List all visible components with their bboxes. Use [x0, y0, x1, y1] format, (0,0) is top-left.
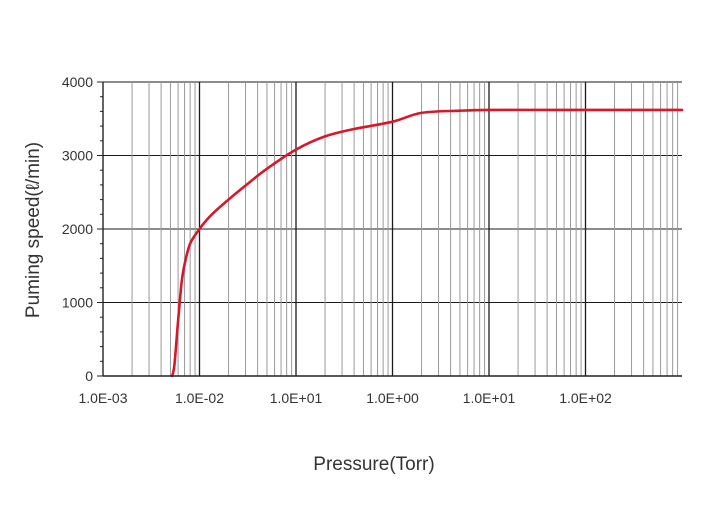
y-tick-label: 1000: [62, 295, 93, 311]
x-tick-label: 1.0E+02: [559, 390, 612, 406]
y-tick-label: 3000: [62, 148, 93, 164]
x-axis-label: Pressure(Torr): [313, 454, 434, 475]
y-axis-label: Puming speed(ℓ/min): [23, 142, 44, 318]
grid-lines: [103, 81, 682, 376]
y-tick-labels: 0 1000 2000 3000 4000: [62, 74, 93, 384]
y-tick-label: 0: [85, 368, 93, 384]
x-tick-label: 1.0E+01: [463, 390, 516, 406]
x-tick-label: 1.0E-02: [175, 390, 224, 406]
x-tick-label: 1.0E+01: [270, 390, 323, 406]
y-tick-label: 2000: [62, 221, 93, 237]
x-tick-label: 1.0E-03: [78, 390, 127, 406]
x-tick-label: 1.0E+00: [366, 390, 419, 406]
x-tick-labels: 1.0E-03 1.0E-02 1.0E+01 1.0E+00 1.0E+01 1.0E+…: [78, 390, 612, 406]
series-curve-layer: [170, 108, 684, 378]
series-line: [170, 108, 684, 378]
axes: [97, 81, 682, 377]
y-tick-label: 4000: [62, 74, 93, 90]
